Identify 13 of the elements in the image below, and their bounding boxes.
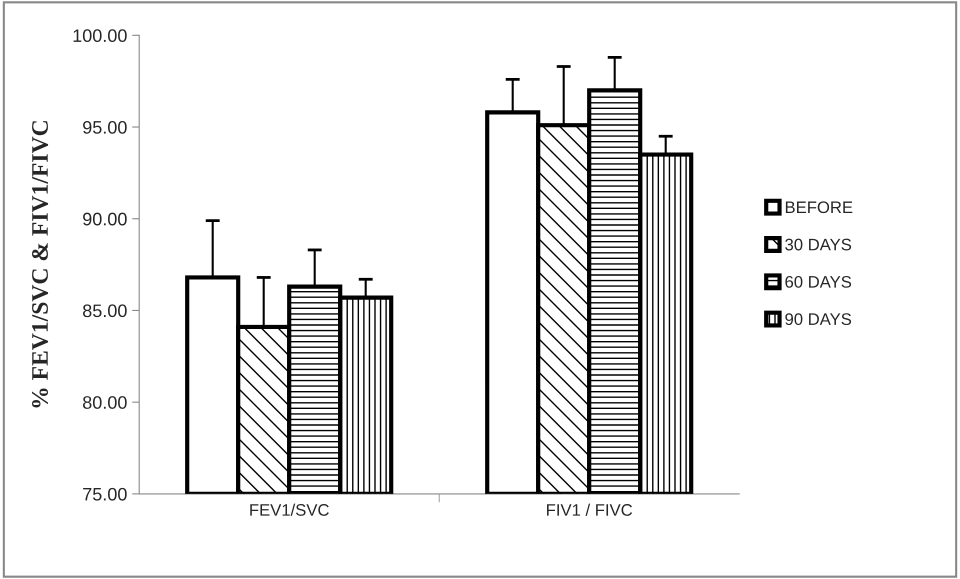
y-axis-title: % FEV1/SVC & FIV1/FIVC [32, 121, 48, 408]
legend-label: 60 DAYS [785, 276, 852, 288]
y-tick-label: 85.00 [83, 304, 127, 318]
y-tick-label: 80.00 [83, 396, 127, 409]
legend-label: 30 DAYS [785, 238, 852, 250]
x-tick-label: FEV1/SVC [250, 504, 329, 516]
legend-label: 90 DAYS [785, 313, 852, 326]
legend-label: BEFORE [786, 201, 852, 214]
y-tick-label: 95.00 [83, 120, 127, 134]
y-tick-label: 75.00 [83, 488, 127, 501]
y-tick-label: 100.00 [74, 29, 127, 42]
x-tick-label: FIV1 / FIVC [547, 504, 632, 516]
y-tick-label: 90.00 [83, 212, 127, 226]
